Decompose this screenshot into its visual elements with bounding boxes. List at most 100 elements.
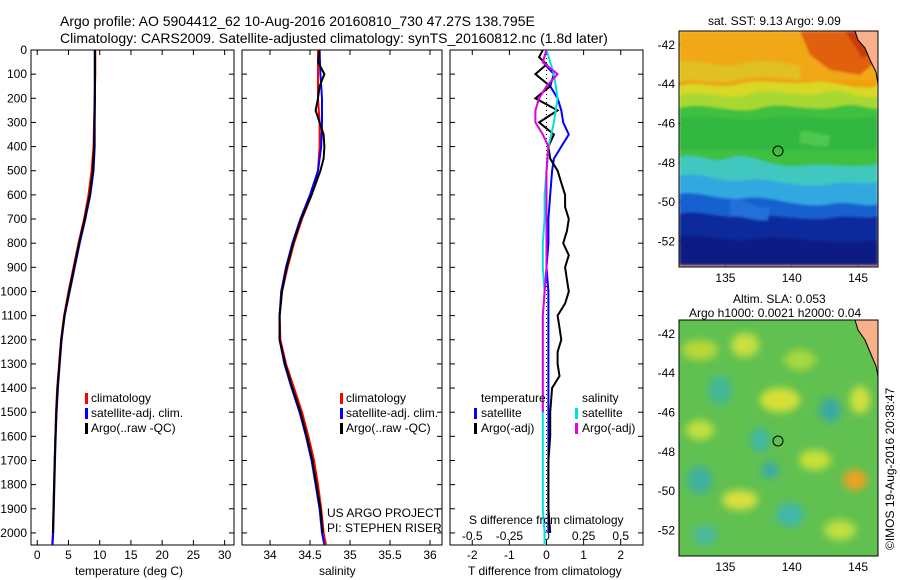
- sst_map-xtick-label: 140: [782, 271, 802, 285]
- project-annotation: US ARGO PROJECT: [327, 506, 442, 520]
- temperature-xtick-label: 20: [155, 548, 169, 562]
- sst_map-xtick-label: 135: [715, 271, 735, 285]
- sla_map-xtick-label: 145: [848, 560, 868, 574]
- salinity-xtick-label: 34: [263, 548, 277, 562]
- diff-legend-swatch-temp-satellite: [474, 408, 477, 419]
- depth-tick-label: 1600: [0, 429, 27, 443]
- temp-legend-climatology: climatology: [91, 391, 152, 405]
- temperature-xlabel: temperature (deg C): [75, 564, 184, 578]
- depth-tick-label: 1400: [0, 381, 27, 395]
- sst_map-xtick-label: 145: [848, 271, 868, 285]
- depth-tick-label: 1900: [0, 502, 27, 516]
- diff-legend-sal-argo: Argo(-adj): [582, 421, 636, 435]
- sla_map-ytick-label: -42: [658, 327, 676, 341]
- depth-tick-label: 200: [7, 91, 27, 105]
- temp-legend-satellite: satellite-adj. clim.: [91, 406, 184, 420]
- diff-legend-swatch-temp-argo: [474, 423, 477, 434]
- sst_map-ytick-label: -50: [658, 195, 676, 209]
- diff-legend-sal-satellite: satellite: [582, 406, 623, 420]
- sla-map: [679, 320, 878, 556]
- imos-stamp: ©IMOS 19-Aug-2016 20:38:47: [883, 387, 897, 550]
- sst_map-ytick-label: -52: [658, 234, 676, 248]
- temp-legend-swatch-satellite: [85, 408, 88, 419]
- diff-legend-temp-satellite: satellite: [481, 406, 522, 420]
- depth-tick-label: 100: [7, 67, 27, 81]
- difference-series-temperature-satellite: [541, 50, 570, 533]
- sla_map-ytick-label: -52: [658, 523, 676, 537]
- difference-xtick-label: 2: [617, 548, 624, 562]
- depth-tick-label: 1000: [0, 284, 27, 298]
- difference-xtick-label: 1: [580, 548, 587, 562]
- temp-legend-argo: Argo(..raw -QC): [91, 421, 176, 435]
- difference-xtick-label: -2: [467, 548, 478, 562]
- salinity-xtick-label: 35: [343, 548, 357, 562]
- temperature-xtick-label: 0: [34, 548, 41, 562]
- diff-legend-swatch-sal-satellite: [575, 408, 578, 419]
- sla-map-subtitle: Argo h1000: 0.0021 h2000: 0.04: [689, 306, 862, 320]
- sal-legend-satellite: satellite-adj. clim.: [346, 406, 439, 420]
- diff-x2-tick-label: -0.5: [462, 529, 483, 543]
- difference-xlabel: T difference from climatology: [468, 564, 622, 578]
- sla_map-xtick-label: 135: [715, 560, 735, 574]
- difference-series-temperature-argo-adj-: [533, 50, 570, 533]
- plot-title-line1: Argo profile: AO 5904412_62 10-Aug-2016 …: [60, 13, 535, 29]
- depth-tick-label: 2000: [0, 526, 27, 540]
- sal-legend-climatology: climatology: [346, 391, 407, 405]
- temp-legend-swatch-climatology: [85, 393, 88, 404]
- temp-legend-swatch-argo: [85, 423, 88, 434]
- depth-tick-label: 300: [7, 115, 27, 129]
- depth-tick-label: 700: [7, 212, 27, 226]
- diff-x2-tick-label: 0.25: [572, 529, 596, 543]
- diff-legend-temp-argo: Argo(-adj): [481, 421, 535, 435]
- sal-legend-swatch-argo: [340, 423, 343, 434]
- diff-legend-salinity-header: salinity: [582, 391, 619, 405]
- sst-map: [679, 31, 878, 267]
- sal-legend-swatch-climatology: [340, 393, 343, 404]
- depth-tick-label: 1300: [0, 357, 27, 371]
- temperature-xtick-label: 25: [187, 548, 201, 562]
- salinity-xtick-label: 35.5: [378, 548, 402, 562]
- temperature-series-argo-raw-qc-: [51, 50, 96, 533]
- diff-x2-label: S difference from climatology: [469, 513, 624, 527]
- sst_map-ytick-label: -42: [658, 38, 676, 52]
- sst_map-ytick-label: -46: [658, 116, 676, 130]
- sla_map-xtick-label: 140: [782, 560, 802, 574]
- depth-tick-label: 600: [7, 188, 27, 202]
- depth-tick-label: 400: [7, 140, 27, 154]
- depth-tick-label: 900: [7, 260, 27, 274]
- diff-x2-tick-label: 0: [543, 529, 550, 543]
- difference-series-salinity-argo-adj-: [534, 50, 560, 413]
- salinity-xtick-label: 34.5: [298, 548, 322, 562]
- sst_map-ytick-label: -44: [658, 77, 676, 91]
- sla_map-ytick-label: -44: [658, 366, 676, 380]
- temperature-xtick-label: 10: [93, 548, 107, 562]
- diff-x2-tick-label: -0.25: [496, 529, 524, 543]
- temperature-xtick-label: 30: [218, 548, 232, 562]
- sla_map-ytick-label: -46: [658, 405, 676, 419]
- depth-tick-label: 800: [7, 236, 27, 250]
- sla-map-title: Altim. SLA: 0.053: [733, 292, 826, 306]
- temperature-xtick-label: 5: [65, 548, 72, 562]
- depth-tick-label: 1100: [1, 309, 27, 323]
- temperature-panel: [30, 49, 235, 546]
- plot-title-line2: Climatology: CARS2009. Satellite-adjuste…: [60, 30, 608, 46]
- salinity-series-argo-raw-qc-: [278, 50, 326, 533]
- depth-tick-label: 1200: [0, 333, 27, 347]
- pi-annotation: PI: STEPHEN RISER: [327, 521, 442, 535]
- difference-xtick-label: 0: [543, 548, 550, 562]
- depth-tick-label: 0: [20, 43, 27, 57]
- salinity-xtick-label: 36: [423, 548, 437, 562]
- depth-tick-label: 1500: [0, 405, 27, 419]
- salinity-xlabel: salinity: [319, 564, 356, 578]
- diff-legend-temperature-header: temperature: [481, 391, 546, 405]
- sla_map-ytick-label: -48: [658, 445, 676, 459]
- sst_map-ytick-label: -48: [658, 156, 676, 170]
- sla_map-ytick-label: -50: [658, 484, 676, 498]
- salinity-panel: [241, 49, 443, 546]
- temperature-xtick-label: 15: [124, 548, 138, 562]
- sal-legend-argo: Argo(..raw -QC): [346, 421, 431, 435]
- sal-legend-swatch-satellite: [340, 408, 343, 419]
- depth-tick-label: 1800: [0, 478, 27, 492]
- diff-legend-swatch-sal-argo: [575, 423, 578, 434]
